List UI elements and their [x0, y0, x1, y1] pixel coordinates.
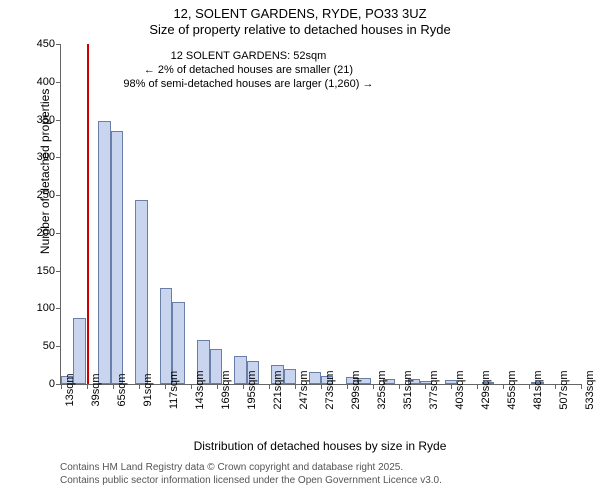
y-tick-label: 0 — [49, 378, 55, 390]
x-tick-label: 195sqm — [246, 370, 258, 409]
x-tick-mark — [503, 384, 504, 389]
x-tick-label: 403sqm — [454, 370, 466, 409]
x-tick-mark — [529, 384, 530, 389]
y-tick-mark — [56, 233, 61, 234]
chart-title-line1: 12, SOLENT GARDENS, RYDE, PO33 3UZ — [0, 6, 600, 21]
reference-line — [87, 44, 89, 384]
x-tick-mark — [581, 384, 582, 389]
x-tick-label: 429sqm — [480, 370, 492, 409]
footer-line-2: Contains public sector information licen… — [60, 475, 442, 486]
histogram-bar — [98, 121, 110, 384]
x-tick-mark — [191, 384, 192, 389]
x-tick-label: 39sqm — [90, 373, 102, 406]
x-tick-mark — [243, 384, 244, 389]
x-tick-mark — [347, 384, 348, 389]
x-tick-label: 91sqm — [142, 373, 154, 406]
x-tick-mark — [321, 384, 322, 389]
x-tick-mark — [139, 384, 140, 389]
y-axis-label: Number of detached properties — [38, 89, 52, 254]
chart-title-line2: Size of property relative to detached ho… — [0, 22, 600, 37]
chart-container: 12, SOLENT GARDENS, RYDE, PO33 3UZ Size … — [0, 0, 600, 500]
x-tick-mark — [451, 384, 452, 389]
x-tick-label: 143sqm — [194, 370, 206, 409]
x-tick-label: 13sqm — [64, 373, 76, 406]
y-tick-mark — [56, 195, 61, 196]
y-tick-mark — [56, 82, 61, 83]
x-tick-mark — [425, 384, 426, 389]
x-tick-label: 221sqm — [272, 370, 284, 409]
x-tick-mark — [61, 384, 62, 389]
histogram-bar — [160, 288, 172, 384]
x-tick-mark — [217, 384, 218, 389]
x-tick-label: 65sqm — [116, 373, 128, 406]
y-tick-mark — [56, 346, 61, 347]
histogram-bar — [135, 200, 147, 384]
y-tick-mark — [56, 271, 61, 272]
x-tick-mark — [555, 384, 556, 389]
x-tick-mark — [477, 384, 478, 389]
x-axis-label: Distribution of detached houses by size … — [60, 439, 580, 453]
x-tick-label: 351sqm — [402, 370, 414, 409]
x-tick-label: 169sqm — [220, 370, 232, 409]
x-tick-label: 273sqm — [324, 370, 336, 409]
annotation-box: 12 SOLENT GARDENS: 52sqm ← 2% of detache… — [123, 50, 373, 91]
histogram-bar — [284, 369, 296, 384]
y-tick-label: 450 — [37, 38, 55, 50]
y-tick-label: 400 — [37, 76, 55, 88]
histogram-bar — [309, 372, 321, 384]
y-tick-mark — [56, 308, 61, 309]
histogram-bar — [111, 131, 123, 384]
x-tick-label: 455sqm — [506, 370, 518, 409]
x-tick-mark — [113, 384, 114, 389]
x-tick-label: 325sqm — [376, 370, 388, 409]
histogram-bar — [234, 356, 246, 384]
x-tick-label: 299sqm — [350, 370, 362, 409]
annotation-line3: 98% of semi-detached houses are larger (… — [123, 78, 373, 92]
x-tick-label: 117sqm — [168, 371, 180, 409]
y-tick-label: 150 — [37, 265, 55, 277]
y-tick-label: 50 — [43, 340, 55, 352]
x-tick-label: 533sqm — [584, 370, 596, 409]
x-tick-mark — [399, 384, 400, 389]
footer-line-1: Contains HM Land Registry data © Crown c… — [60, 462, 403, 473]
x-tick-mark — [295, 384, 296, 389]
x-tick-label: 507sqm — [558, 370, 570, 409]
x-tick-label: 247sqm — [298, 370, 310, 409]
y-tick-mark — [56, 44, 61, 45]
x-tick-mark — [87, 384, 88, 389]
annotation-line2: ← 2% of detached houses are smaller (21) — [123, 64, 373, 78]
y-tick-mark — [56, 157, 61, 158]
plot-area: 12 SOLENT GARDENS: 52sqm ← 2% of detache… — [60, 44, 581, 385]
x-tick-mark — [373, 384, 374, 389]
y-tick-mark — [56, 120, 61, 121]
x-tick-mark — [165, 384, 166, 389]
annotation-line1: 12 SOLENT GARDENS: 52sqm — [123, 50, 373, 64]
y-tick-label: 100 — [37, 302, 55, 314]
x-tick-mark — [269, 384, 270, 389]
x-tick-label: 481sqm — [532, 370, 544, 409]
x-tick-label: 377sqm — [428, 370, 440, 409]
